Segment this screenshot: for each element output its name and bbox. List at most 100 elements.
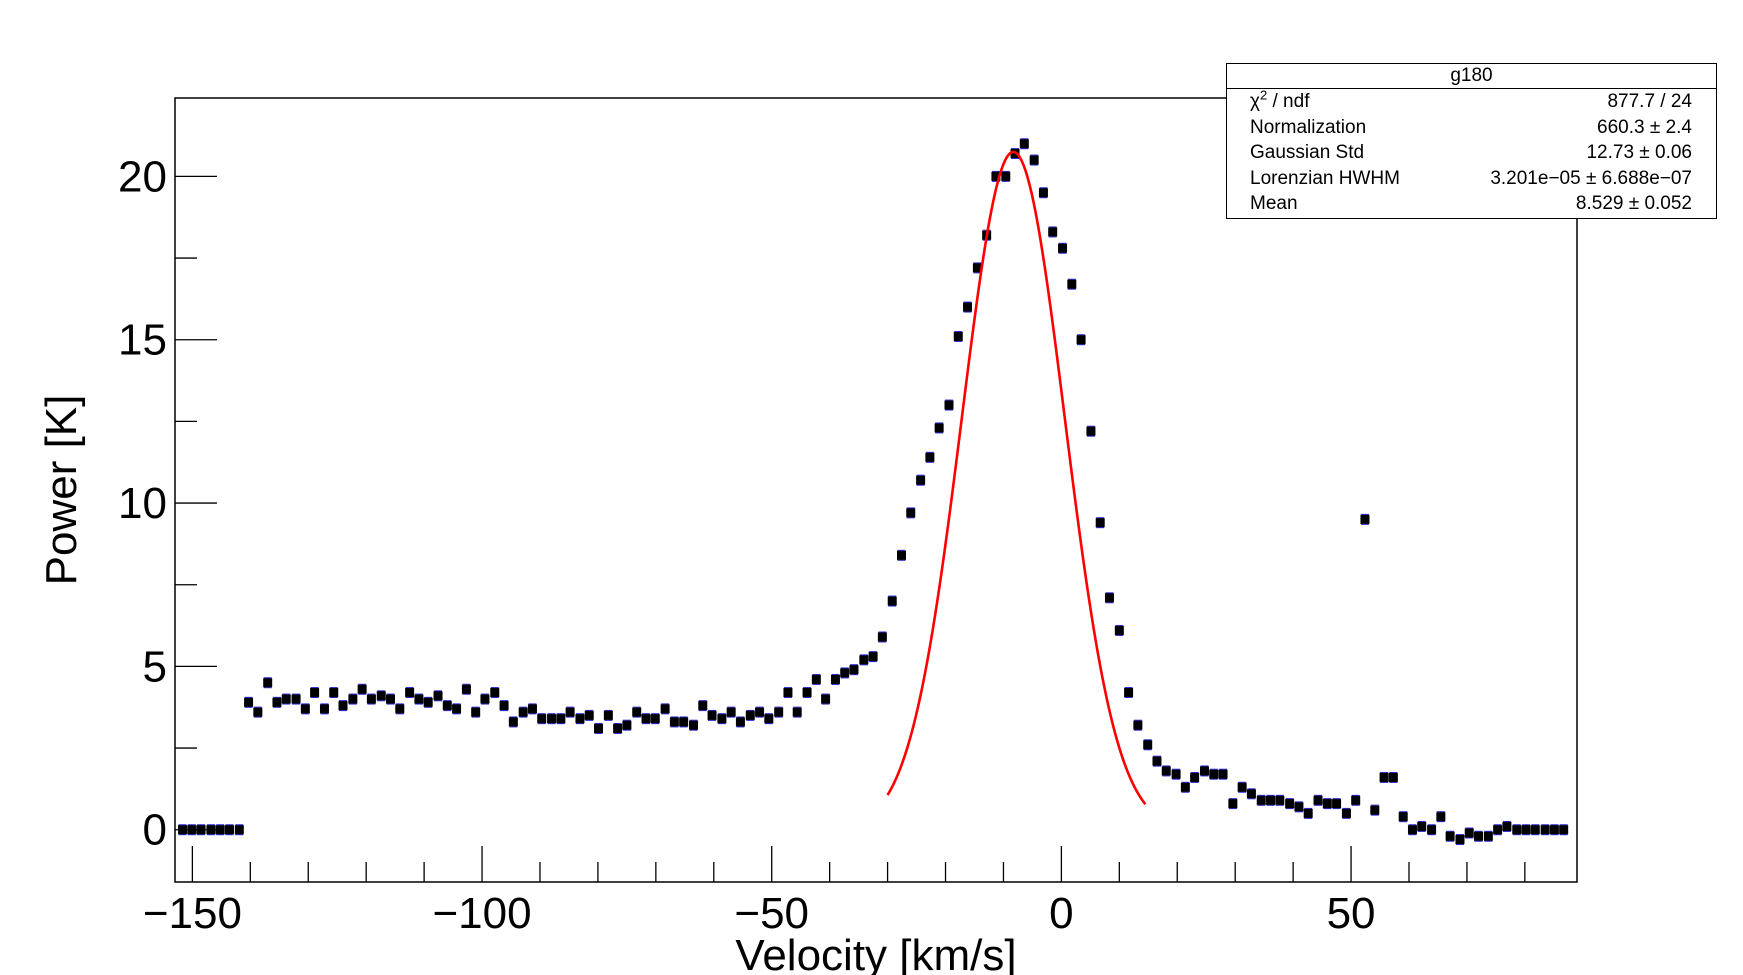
point-marker bbox=[1266, 795, 1276, 805]
data-point bbox=[1104, 592, 1114, 604]
point-marker bbox=[953, 331, 963, 341]
data-point bbox=[944, 399, 954, 411]
data-point bbox=[508, 716, 518, 728]
data-point bbox=[792, 706, 802, 718]
point-marker bbox=[613, 723, 623, 733]
point-marker bbox=[877, 632, 887, 642]
data-point bbox=[717, 713, 727, 725]
data-point bbox=[527, 703, 537, 715]
data-point bbox=[253, 706, 263, 718]
point-marker bbox=[1530, 825, 1540, 835]
data-point bbox=[1256, 794, 1266, 806]
data-point bbox=[1209, 768, 1219, 780]
point-marker bbox=[1436, 812, 1446, 822]
data-point bbox=[386, 693, 396, 705]
data-point bbox=[593, 722, 603, 734]
data-points bbox=[178, 138, 1569, 846]
data-point bbox=[859, 654, 869, 666]
point-marker bbox=[206, 825, 216, 835]
data-point bbox=[1246, 788, 1256, 800]
data-point bbox=[1388, 771, 1398, 783]
data-point bbox=[1067, 278, 1077, 290]
data-point bbox=[1313, 794, 1323, 806]
stats-row-value: 12.73 ± 0.06 bbox=[1586, 142, 1692, 163]
data-point bbox=[518, 706, 528, 718]
point-marker bbox=[849, 665, 859, 675]
point-marker bbox=[679, 717, 689, 727]
stats-row-label: Lorenzian HWHM bbox=[1250, 167, 1400, 189]
data-point bbox=[802, 687, 812, 699]
point-marker bbox=[1237, 782, 1247, 792]
data-point bbox=[1436, 811, 1446, 823]
data-point bbox=[556, 713, 566, 725]
point-marker bbox=[1294, 802, 1304, 812]
point-marker bbox=[1246, 789, 1256, 799]
data-point bbox=[234, 824, 244, 836]
point-marker bbox=[508, 717, 518, 727]
point-marker bbox=[338, 701, 348, 711]
data-point bbox=[1133, 719, 1143, 731]
point-marker bbox=[518, 707, 528, 717]
point-marker bbox=[272, 697, 282, 707]
data-point bbox=[698, 700, 708, 712]
data-point bbox=[1228, 798, 1238, 810]
point-marker bbox=[972, 263, 982, 273]
point-marker bbox=[1048, 227, 1058, 237]
point-marker bbox=[471, 707, 481, 717]
point-marker bbox=[745, 710, 755, 720]
data-point bbox=[1199, 765, 1209, 777]
data-point bbox=[1275, 794, 1285, 806]
point-marker bbox=[991, 171, 1001, 181]
x-axis-label: Velocity [km/s] bbox=[735, 931, 1016, 975]
point-marker bbox=[821, 694, 831, 704]
data-point bbox=[811, 673, 821, 685]
data-point bbox=[348, 693, 358, 705]
y-tick-label: 5 bbox=[143, 642, 167, 691]
data-point bbox=[953, 330, 963, 342]
point-marker bbox=[669, 717, 679, 727]
point-marker bbox=[840, 668, 850, 678]
data-point bbox=[774, 706, 784, 718]
point-marker bbox=[1483, 831, 1493, 841]
point-marker bbox=[547, 714, 557, 724]
data-point bbox=[224, 824, 234, 836]
stats-row: Gaussian Std 12.73 ± 0.06 bbox=[1227, 140, 1716, 166]
data-point bbox=[1001, 170, 1011, 182]
point-marker bbox=[480, 694, 490, 704]
point-marker bbox=[1029, 155, 1039, 165]
point-marker bbox=[707, 710, 717, 720]
data-point bbox=[830, 673, 840, 685]
data-point bbox=[1124, 687, 1134, 699]
data-point bbox=[689, 719, 699, 731]
data-point bbox=[1019, 138, 1029, 150]
data-point bbox=[1512, 824, 1522, 836]
data-point bbox=[1502, 820, 1512, 832]
data-point bbox=[1237, 781, 1247, 793]
point-marker bbox=[442, 701, 452, 711]
point-marker bbox=[896, 550, 906, 560]
data-point bbox=[1493, 824, 1503, 836]
data-point bbox=[310, 687, 320, 699]
data-point bbox=[1483, 830, 1493, 842]
data-point bbox=[1076, 334, 1086, 346]
data-point bbox=[206, 824, 216, 836]
point-marker bbox=[1398, 812, 1408, 822]
point-marker bbox=[1143, 740, 1153, 750]
data-point bbox=[405, 687, 415, 699]
data-point bbox=[821, 693, 831, 705]
point-marker bbox=[1521, 825, 1531, 835]
data-point bbox=[650, 713, 660, 725]
data-point bbox=[707, 709, 717, 721]
point-marker bbox=[1114, 625, 1124, 635]
data-point bbox=[357, 683, 367, 695]
data-point bbox=[187, 824, 197, 836]
y-tick-label: 10 bbox=[118, 479, 167, 528]
point-marker bbox=[1161, 766, 1171, 776]
point-marker bbox=[348, 694, 358, 704]
stats-row: Normalization 660.3 ± 2.4 bbox=[1227, 115, 1716, 141]
data-point bbox=[887, 595, 897, 607]
point-marker bbox=[1351, 795, 1361, 805]
data-point bbox=[272, 696, 282, 708]
point-marker bbox=[376, 691, 386, 701]
point-marker bbox=[859, 655, 869, 665]
